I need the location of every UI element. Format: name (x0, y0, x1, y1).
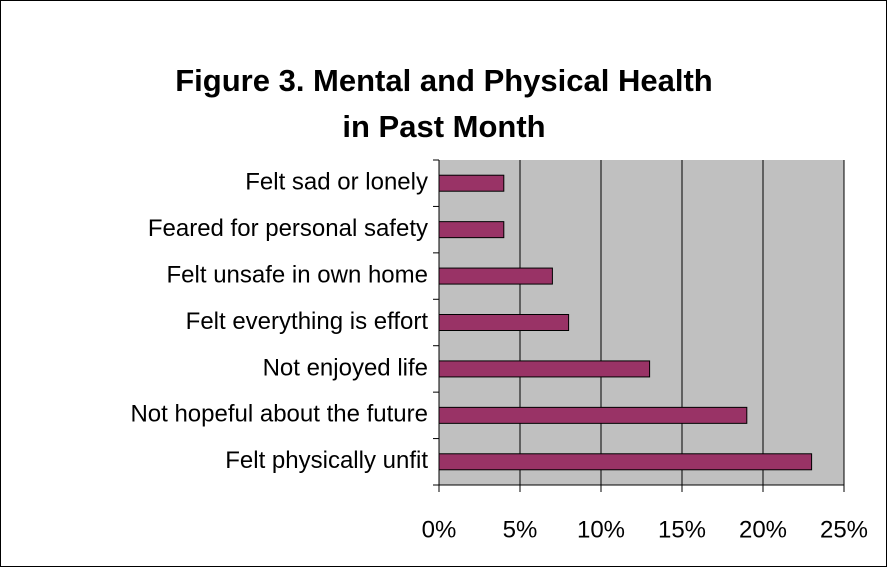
x-tick-label: 10% (577, 516, 625, 543)
x-tick-label: 25% (820, 516, 868, 543)
x-tick-label: 0% (422, 516, 457, 543)
bar (438, 314, 570, 331)
bar (438, 406, 748, 424)
chart-title: Figure 3. Mental and Physical Health (175, 63, 712, 98)
bar (438, 453, 813, 471)
y-tick-label: Felt unsafe in own home (167, 261, 428, 288)
x-tick-label: 15% (658, 516, 706, 543)
y-tick-label: Not hopeful about the future (130, 401, 428, 428)
x-tick-label: 5% (503, 516, 538, 543)
bar (438, 267, 553, 285)
bar (438, 360, 651, 378)
x-tick-label: 20% (739, 516, 787, 543)
y-tick-label: Feared for personal safety (148, 215, 428, 242)
bar (438, 221, 505, 239)
y-tick-label: Felt sad or lonely (245, 169, 428, 196)
y-tick-label: Felt everything is effort (186, 308, 429, 335)
bar (438, 174, 505, 192)
y-tick-label: Felt physically unfit (225, 447, 428, 474)
y-tick-label: Not enjoyed life (263, 354, 428, 381)
chart-title: in Past Month (342, 109, 545, 144)
